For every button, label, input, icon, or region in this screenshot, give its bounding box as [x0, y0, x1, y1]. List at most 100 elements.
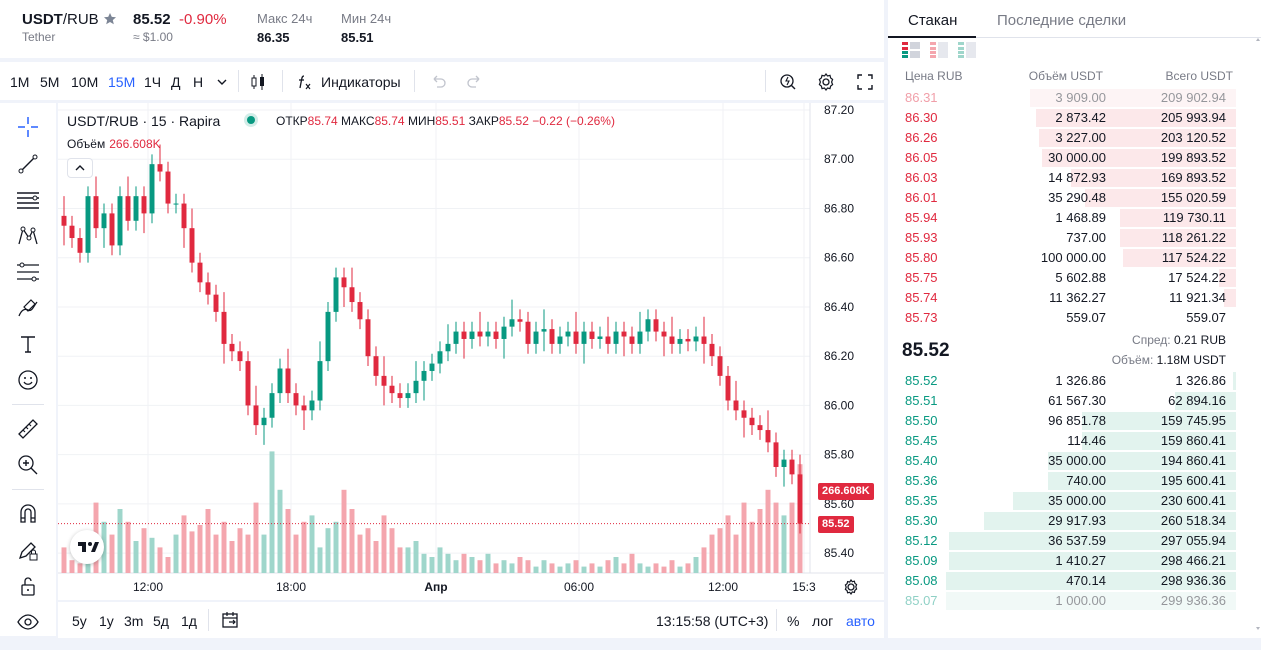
bid-row[interactable]: 85.50 96 851.78 159 745.95 — [902, 411, 1236, 431]
redo-icon[interactable] — [465, 72, 485, 92]
bid-row[interactable]: 85.09 1 410.27 298 466.21 — [902, 551, 1236, 571]
auto-scale-toggle[interactable]: авто — [846, 613, 875, 629]
book-view-asks-icon[interactable] — [930, 42, 948, 58]
volume-bar — [773, 502, 779, 573]
book-view-both-icon[interactable] — [902, 42, 920, 58]
bid-row[interactable]: 85.52 1 326.86 1 326.86 — [902, 371, 1236, 391]
order-total: 260 518.34 — [1160, 513, 1226, 528]
tradingview-logo-icon[interactable] — [70, 530, 104, 564]
ask-row[interactable]: 85.94 1 468.89 119 730.11 — [902, 208, 1236, 228]
fib-icon[interactable] — [16, 260, 40, 284]
timeframe-week[interactable]: Н — [193, 74, 204, 90]
trend-line-icon[interactable] — [16, 152, 40, 176]
tab-order-book[interactable]: Стакан — [908, 12, 958, 29]
brush-icon[interactable] — [16, 296, 40, 320]
fx-icon[interactable] — [295, 72, 315, 92]
volume-bar — [525, 560, 531, 573]
quick-search-icon[interactable] — [778, 72, 798, 92]
emoji-icon[interactable] — [16, 368, 40, 392]
text-icon[interactable] — [16, 332, 40, 356]
zoom-in-icon[interactable] — [16, 453, 40, 477]
undo-icon[interactable] — [428, 72, 448, 92]
timeframe-10m[interactable]: 10М — [71, 74, 99, 90]
eye-icon[interactable] — [16, 610, 40, 634]
lock-drawing-icon[interactable] — [16, 538, 40, 562]
ask-row[interactable]: 86.26 3 227.00 203 120.52 — [902, 128, 1236, 148]
timeframe-day[interactable]: Д — [171, 74, 181, 90]
col-total-header: Всего USDT — [1165, 69, 1233, 83]
timeframe-1h[interactable]: 1Ч — [144, 74, 162, 90]
crosshair-icon[interactable] — [16, 115, 40, 139]
order-total: 17 524.22 — [1168, 270, 1226, 285]
volume-bar — [253, 502, 259, 573]
chevron-down-icon[interactable] — [212, 72, 232, 92]
range-1y[interactable]: 1y — [99, 613, 114, 629]
symbol-pair[interactable]: USDT/RUB — [22, 11, 99, 28]
candle-body — [701, 336, 707, 344]
log-scale-toggle[interactable]: лог — [812, 613, 834, 629]
volume-bar — [453, 560, 459, 573]
lock-icon[interactable] — [16, 574, 40, 598]
order-amount: 5 602.88 — [1055, 270, 1106, 285]
ask-row[interactable]: 85.73 559.07 559.07 — [902, 308, 1236, 328]
bid-row[interactable]: 85.12 36 537.59 297 055.94 — [902, 531, 1236, 551]
order-total: 298 466.21 — [1160, 553, 1226, 568]
bid-row[interactable]: 85.36 740.00 195 600.41 — [902, 471, 1236, 491]
axis-settings-icon[interactable] — [841, 577, 861, 597]
pattern-icon[interactable] — [16, 224, 40, 248]
timeframe-1m[interactable]: 1М — [10, 74, 30, 90]
y-tick-label: 85.60 — [824, 497, 854, 511]
percent-scale-toggle[interactable]: % — [787, 613, 800, 629]
favorite-star-icon[interactable] — [103, 12, 117, 26]
bid-row[interactable]: 85.40 35 000.00 194 860.41 — [902, 451, 1236, 471]
bid-row[interactable]: 85.45 114.46 159 860.41 — [902, 431, 1236, 451]
volume-bar — [533, 566, 539, 573]
timeframe-5m[interactable]: 5М — [40, 74, 60, 90]
ask-row[interactable]: 86.01 35 290.48 155 020.59 — [902, 188, 1236, 208]
collapse-legend-button[interactable] — [67, 158, 93, 178]
range-3m[interactable]: 3m — [124, 613, 144, 629]
bid-row[interactable]: 85.07 1 000.00 299 936.36 — [902, 591, 1236, 611]
bid-row[interactable]: 85.30 29 917.93 260 518.34 — [902, 511, 1236, 531]
indicators-button[interactable]: Индикаторы — [321, 74, 401, 90]
magnet-icon[interactable] — [16, 502, 40, 526]
date-range-icon[interactable] — [220, 610, 240, 630]
depth-bar — [1012, 492, 1236, 510]
order-price: 85.36 — [905, 473, 938, 488]
book-scrollbar[interactable] — [1255, 38, 1261, 630]
low-24h-label: Мин 24ч — [341, 11, 392, 26]
settings-icon[interactable] — [816, 72, 836, 92]
ask-row[interactable]: 85.74 11 362.27 11 921.34 — [902, 288, 1236, 308]
range-5y[interactable]: 5y — [72, 613, 87, 629]
candle-body — [605, 336, 611, 344]
price-change: -0.90% — [179, 11, 227, 28]
book-view-bids-icon[interactable] — [958, 42, 976, 58]
clock-timezone[interactable]: 13:15:58 (UTC+3) — [656, 613, 769, 629]
range-5d[interactable]: 5д — [153, 613, 169, 629]
ask-row[interactable]: 86.31 3 909.00 209 902.94 — [902, 88, 1236, 108]
candles-icon[interactable] — [248, 72, 268, 92]
range-1d[interactable]: 1д — [181, 613, 197, 629]
bid-row[interactable]: 85.35 35 000.00 230 600.41 — [902, 491, 1236, 511]
depth-bar — [1038, 129, 1236, 147]
price-chart[interactable]: 87.20 87.00 86.80 86.60 86.40 86.20 86.00 85.80… — [58, 103, 884, 600]
horizontal-lines-icon[interactable] — [16, 188, 40, 212]
bid-row[interactable]: 85.08 470.14 298 936.36 — [902, 571, 1236, 591]
candle-body — [621, 331, 627, 337]
candle-body — [85, 196, 91, 253]
bid-row[interactable]: 85.51 61 567.30 62 894.16 — [902, 391, 1236, 411]
volume-bar — [421, 553, 427, 573]
timeframe-15m[interactable]: 15М — [108, 74, 136, 90]
ask-row[interactable]: 86.03 14 872.93 169 893.52 — [902, 168, 1236, 188]
candle-body — [69, 225, 75, 239]
chart-canvas[interactable]: 87.20 87.00 86.80 86.60 86.40 86.20 86.00 85.80… — [58, 103, 884, 600]
ask-row[interactable]: 85.75 5 602.88 17 524.22 — [902, 268, 1236, 288]
tab-recent-trades[interactable]: Последние сделки — [997, 12, 1127, 29]
fullscreen-icon[interactable] — [855, 72, 875, 92]
ruler-icon[interactable] — [16, 417, 40, 441]
ask-row[interactable]: 85.80 100 000.00 117 524.22 — [902, 248, 1236, 268]
ask-row[interactable]: 85.93 737.00 118 261.22 — [902, 228, 1236, 248]
ask-row[interactable]: 86.30 2 873.42 205 993.94 — [902, 108, 1236, 128]
volume-bar — [781, 515, 787, 573]
ask-row[interactable]: 86.05 30 000.00 199 893.52 — [902, 148, 1236, 168]
